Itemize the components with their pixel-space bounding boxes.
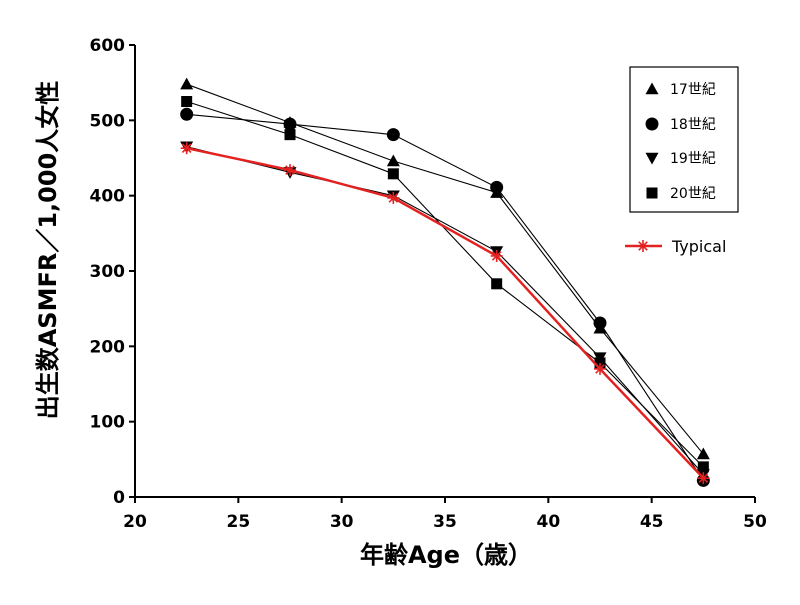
data-point	[594, 357, 606, 369]
y-axis-title: 出生数ASMFR／1,000人女性	[34, 81, 62, 420]
data-point	[387, 191, 400, 204]
asterisk-stroke	[181, 143, 192, 154]
series-line	[186, 113, 704, 481]
series-line	[186, 146, 705, 480]
series-line	[186, 146, 704, 475]
data-point	[180, 142, 193, 155]
data-point	[490, 180, 504, 194]
series-4	[181, 96, 709, 473]
y-tick-label: 100	[90, 413, 126, 433]
data-point	[696, 447, 710, 460]
data-point	[386, 154, 400, 167]
x-axis-title: 年齢Age（歳）	[360, 541, 532, 569]
data-point	[181, 96, 193, 107]
series-line	[186, 100, 704, 468]
legend-marker	[645, 152, 659, 165]
x-tick-label: 50	[743, 512, 767, 532]
legend-marker	[646, 187, 658, 199]
data-point	[491, 278, 503, 290]
y-tick-label: 200	[90, 337, 126, 357]
data-point	[180, 107, 194, 121]
legend-label: Typical	[671, 237, 726, 256]
asterisk-stroke	[698, 473, 709, 483]
data-point	[284, 129, 296, 141]
data-point	[387, 168, 399, 180]
legend-label: 19世紀	[670, 151, 716, 167]
data-point	[593, 316, 607, 330]
series-layer	[180, 77, 710, 487]
y-tick-label: 600	[90, 36, 126, 56]
asterisk-stroke	[638, 241, 648, 251]
data-point	[594, 362, 606, 375]
series-line	[186, 83, 704, 455]
asterisk-stroke	[491, 251, 502, 261]
x-tick-label: 40	[536, 512, 560, 532]
data-point	[697, 461, 709, 473]
x-tick-label: 35	[433, 512, 457, 532]
legend-label: 18世紀	[670, 117, 716, 133]
x-tick-label: 30	[330, 512, 354, 532]
data-point	[180, 77, 194, 90]
y-tick-label: 500	[90, 111, 126, 131]
series-5	[180, 142, 710, 485]
x-tick-label: 45	[640, 512, 664, 532]
legend-marker	[645, 117, 659, 131]
y-tick-label: 300	[90, 262, 126, 282]
legend: 17世紀 18世紀 19世紀 20世紀 Typical	[625, 66, 739, 256]
y-tick-label: 400	[90, 187, 126, 207]
asterisk-stroke	[388, 193, 399, 203]
y-tick-label: 0	[113, 488, 125, 508]
data-point	[283, 117, 297, 131]
x-tick-label: 25	[226, 512, 250, 532]
asterisk-stroke	[285, 165, 295, 175]
legend-marker	[637, 240, 649, 252]
data-point	[490, 249, 503, 262]
legend-label: 20世紀	[670, 186, 716, 202]
data-point	[284, 164, 296, 177]
legend-label: 17世紀	[670, 82, 716, 98]
legend-marker	[645, 82, 659, 95]
x-tick-label: 20	[123, 512, 147, 532]
asterisk-stroke	[595, 364, 605, 374]
data-point	[386, 128, 400, 142]
series-2	[180, 107, 710, 487]
data-point	[697, 472, 710, 485]
